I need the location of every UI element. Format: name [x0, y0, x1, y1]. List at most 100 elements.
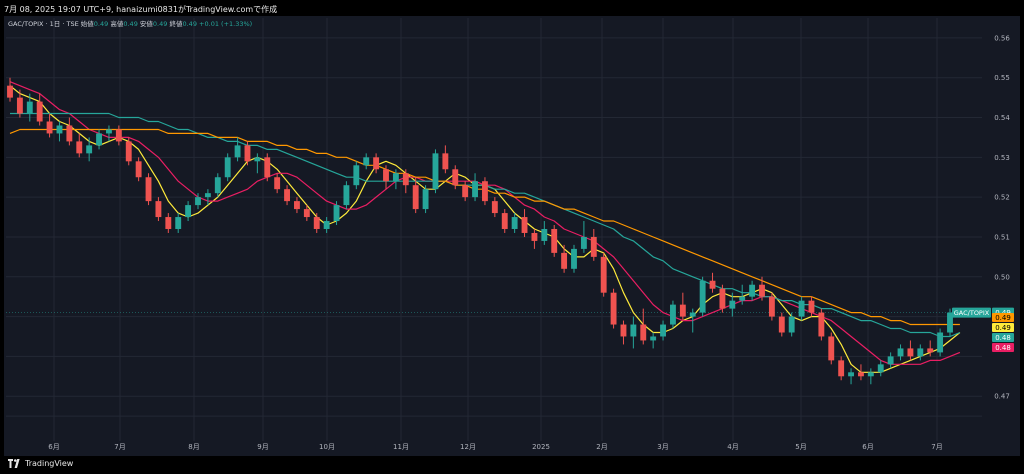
candle-body: [115, 129, 122, 142]
candle-body: [689, 312, 696, 317]
candle-body: [26, 101, 33, 114]
candle-body: [36, 101, 43, 122]
legend-change: +0.01 (+1.33%): [199, 20, 253, 28]
candle-body: [640, 324, 647, 341]
ma-value-tag: 0.48: [995, 344, 1011, 352]
candle-body: [511, 217, 518, 229]
ma-value-tag-bg: [992, 313, 1014, 322]
candle-body: [422, 189, 429, 210]
candle-body: [838, 360, 845, 377]
candle-body: [284, 189, 290, 202]
x-tick-label: 7月: [931, 443, 942, 451]
x-tick-label: 2月: [596, 443, 607, 451]
candles: [7, 77, 953, 385]
y-tick-label: 0.56: [994, 34, 1010, 42]
tradingview-logo-icon: [8, 459, 20, 468]
candle-body: [145, 177, 152, 202]
candle-body: [343, 185, 350, 206]
legend-open-label: 始値: [80, 20, 94, 28]
candle-body: [96, 133, 102, 146]
x-tick-label: 4月: [727, 443, 738, 451]
legend-high-value: 0.49: [123, 20, 138, 28]
candle-body: [254, 157, 261, 162]
candle-body: [373, 157, 380, 170]
legend-close-value: 0.49: [182, 20, 197, 28]
brand-name: TradingView: [25, 459, 74, 468]
candle-body: [244, 145, 251, 162]
legend-close-label: 終値: [169, 20, 183, 28]
candle-body: [937, 332, 944, 353]
axes: 0.56 0.55 0.54 0.53 0.52 0.51 0.50 0.47 6月 7月 8月 9月…: [48, 34, 1010, 451]
candle-body: [788, 316, 795, 333]
candle-body: [224, 157, 231, 178]
candle-body: [76, 141, 83, 154]
ma-value-tag-bg: [992, 343, 1014, 352]
candle-body: [165, 217, 172, 229]
ma-value-tag: 0.49: [995, 314, 1011, 322]
ma-value-tag-bg: [992, 333, 1014, 342]
ohlc-legend: GAC/TOPIX · 1日 · TSE 始値0.49 高値0.49 安値0.4…: [8, 18, 252, 28]
candle-body: [749, 284, 756, 297]
chart-area[interactable]: 0.56 0.55 0.54 0.53 0.52 0.51 0.50 0.47 6月 7月 8月 9月…: [4, 16, 1020, 456]
candle-body: [432, 153, 439, 190]
candle-body: [294, 201, 300, 210]
candle-body: [719, 288, 726, 309]
x-tick-label: 10月: [319, 443, 335, 451]
footer-brand[interactable]: TradingView: [8, 459, 73, 468]
candle-body: [482, 181, 488, 202]
candle-body: [729, 300, 736, 309]
candle-body: [778, 316, 785, 333]
candle-body: [768, 296, 775, 317]
candle-body: [739, 296, 746, 301]
candle-body: [501, 213, 508, 229]
candle-body: [125, 141, 132, 162]
snapshot-caption: 7月 08, 2025 19:07 UTC+9, hanaizumi0831がT…: [4, 5, 278, 14]
candle-body: [313, 217, 320, 229]
candle-body: [7, 85, 13, 98]
legend-low-label: 安値: [139, 20, 153, 28]
candle-body: [264, 157, 271, 178]
candle-body: [660, 324, 666, 337]
x-tick-label: 11月: [393, 443, 409, 451]
candle-body: [759, 284, 765, 297]
candle-body: [828, 336, 835, 361]
y-tick-label: 0.52: [994, 194, 1010, 202]
candle-body: [610, 292, 617, 325]
symbol-tag-bg: [952, 307, 991, 318]
y-tick-label: 0.53: [994, 154, 1010, 162]
candle-body: [303, 209, 310, 218]
candle-body: [947, 312, 953, 333]
candle-body: [56, 125, 63, 134]
candle-body: [185, 205, 192, 218]
candle-body: [561, 252, 568, 269]
candle-body: [867, 372, 874, 377]
candle-body: [16, 97, 23, 114]
candle-body: [699, 280, 706, 313]
candle-body: [927, 348, 934, 353]
y-tick-label: 0.55: [994, 74, 1010, 82]
candle-body: [709, 280, 716, 289]
candle-body: [600, 256, 607, 293]
moving-average-line: [9, 128, 960, 326]
x-tick-label: 7月: [114, 443, 125, 451]
candle-body: [551, 228, 558, 253]
x-tick-label: 8月: [188, 443, 199, 451]
x-tick-label: 5月: [795, 443, 806, 451]
candle-body: [402, 173, 409, 186]
candlestick-chart[interactable]: 0.56 0.55 0.54 0.53 0.52 0.51 0.50 0.47 6月 7月 8月 9月…: [4, 16, 1020, 456]
candle-body: [392, 173, 399, 182]
candle-body: [106, 129, 112, 134]
candle-body: [808, 300, 815, 313]
legend-symbol[interactable]: GAC/TOPIX · 1日 · TSE: [8, 20, 79, 28]
candle-body: [571, 248, 577, 269]
candle-body: [521, 217, 528, 233]
legend-open-value: 0.49: [93, 20, 109, 28]
candle-body: [234, 145, 241, 158]
y-tick-label: 0.50: [994, 273, 1010, 281]
candle-body: [214, 177, 221, 194]
candle-body: [897, 348, 904, 357]
ma-value-tag: 0.49: [995, 324, 1011, 332]
candle-body: [887, 356, 894, 365]
candle-body: [798, 300, 805, 317]
